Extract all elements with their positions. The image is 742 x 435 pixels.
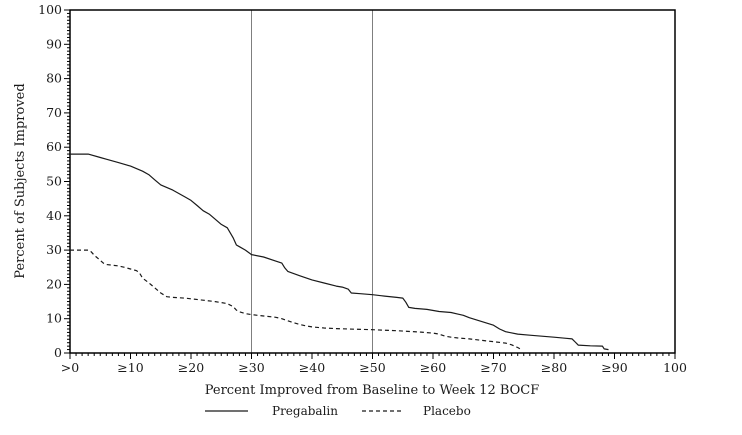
x-tick-label: ≥40 — [299, 360, 325, 375]
y-axis-title: Percent of Subjects Improved — [13, 83, 28, 278]
y-tick-label: 20 — [46, 276, 62, 291]
x-tick-label: ≥80 — [541, 360, 567, 375]
y-tick-label: 50 — [46, 174, 62, 189]
y-tick-label: 30 — [46, 242, 62, 257]
y-tick-label: 100 — [38, 2, 62, 17]
x-tick-label: ≥10 — [117, 360, 143, 375]
y-tick-label: 70 — [46, 105, 62, 120]
data-series — [70, 153, 609, 351]
legend-label-pregabalin: Pregabalin — [272, 404, 338, 418]
legend: Pregabalin Placebo — [205, 404, 471, 418]
y-tick-label: 40 — [46, 208, 62, 223]
y-tick-label: 90 — [46, 36, 62, 51]
legend-label-placebo: Placebo — [423, 404, 471, 418]
axis-ticks — [64, 9, 676, 359]
x-axis-title: Percent Improved from Baseline to Week 1… — [205, 383, 540, 398]
x-tick-label: ≥60 — [420, 360, 446, 375]
x-tick-label: 100 — [663, 360, 687, 375]
x-tick-label: ≥50 — [359, 360, 385, 375]
y-tick-label: 60 — [46, 139, 62, 154]
y-tick-label: 0 — [54, 345, 62, 360]
x-tick-label: >0 — [61, 360, 79, 375]
series-line-pregabalin — [70, 153, 609, 351]
y-tick-label: 80 — [46, 71, 62, 86]
x-tick-label: ≥20 — [178, 360, 204, 375]
axis-tick-labels: >0 ≥10 ≥20 ≥30 ≥40 ≥50 ≥60 ≥70 ≥80 ≥90 100 0 10 20 30 4… — [38, 2, 687, 375]
x-tick-label: ≥30 — [238, 360, 264, 375]
x-tick-label: ≥90 — [601, 360, 627, 375]
series-line-placebo — [70, 249, 521, 350]
y-tick-label: 10 — [46, 311, 62, 326]
x-tick-label: ≥70 — [480, 360, 506, 375]
reference-lines — [251, 10, 373, 353]
